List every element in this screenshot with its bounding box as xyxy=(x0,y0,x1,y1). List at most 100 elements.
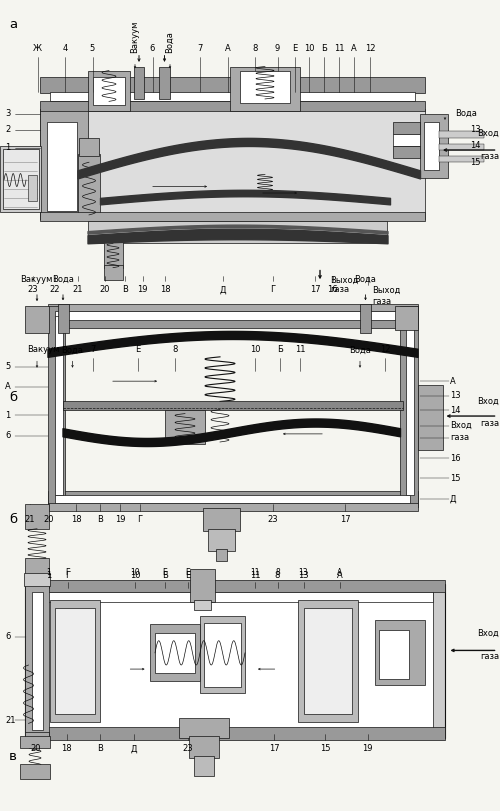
Text: Г: Г xyxy=(65,569,70,577)
Text: Б: Б xyxy=(321,44,327,53)
Text: 8: 8 xyxy=(275,571,280,580)
Text: 16: 16 xyxy=(327,285,338,294)
Text: 7: 7 xyxy=(198,44,202,53)
Bar xyxy=(159,67,170,99)
Text: 13: 13 xyxy=(298,571,309,580)
Text: Вакуум: Вакуум xyxy=(20,275,52,284)
Bar xyxy=(48,491,418,507)
Text: 14: 14 xyxy=(470,141,480,151)
Bar xyxy=(25,732,49,740)
Text: Вода: Вода xyxy=(166,31,174,53)
Bar xyxy=(298,600,358,722)
Bar xyxy=(216,549,227,561)
Bar xyxy=(25,558,49,576)
Text: 11: 11 xyxy=(295,345,305,354)
Text: 17: 17 xyxy=(268,744,280,753)
Bar xyxy=(50,92,415,101)
Text: Вакуум: Вакуум xyxy=(28,345,60,354)
Text: А: А xyxy=(351,44,357,53)
Text: 3: 3 xyxy=(5,109,10,118)
Text: 19: 19 xyxy=(137,285,148,294)
Text: Вода: Вода xyxy=(349,345,371,354)
Text: 10: 10 xyxy=(130,569,140,577)
Text: 19: 19 xyxy=(115,515,125,524)
Text: А: А xyxy=(338,569,342,577)
Text: 23: 23 xyxy=(27,285,38,294)
Bar xyxy=(2,149,38,209)
Bar xyxy=(38,592,432,602)
Bar xyxy=(379,630,409,679)
Bar xyxy=(40,212,425,221)
Text: 20: 20 xyxy=(31,744,41,753)
Bar xyxy=(439,144,484,150)
Bar xyxy=(104,265,122,280)
Text: газа: газа xyxy=(480,152,499,161)
Bar xyxy=(48,503,418,511)
Text: 17: 17 xyxy=(310,285,320,294)
Bar xyxy=(104,242,122,268)
Text: 5: 5 xyxy=(5,362,10,371)
Text: А: А xyxy=(450,376,456,386)
Text: 13: 13 xyxy=(298,569,308,577)
Bar xyxy=(194,756,214,776)
Bar xyxy=(25,584,445,738)
Bar xyxy=(48,306,65,507)
Text: 8: 8 xyxy=(252,44,258,53)
Bar xyxy=(190,569,215,602)
Bar xyxy=(360,304,371,333)
Text: 21: 21 xyxy=(72,285,83,294)
Text: 10: 10 xyxy=(130,571,140,580)
Text: 11: 11 xyxy=(334,44,344,53)
Bar xyxy=(165,410,205,444)
Bar xyxy=(439,131,484,138)
Bar xyxy=(78,138,98,156)
Bar xyxy=(418,385,442,450)
Text: 13: 13 xyxy=(470,125,480,135)
Text: 14: 14 xyxy=(450,406,460,415)
Bar xyxy=(25,306,49,333)
Text: Г: Г xyxy=(138,515,142,524)
Bar xyxy=(62,401,402,410)
Bar xyxy=(24,573,50,586)
Bar xyxy=(240,71,290,103)
Bar xyxy=(150,624,200,681)
Text: Е: Е xyxy=(135,345,140,354)
Text: А: А xyxy=(224,44,230,53)
Bar xyxy=(55,311,410,320)
Text: 6: 6 xyxy=(5,632,10,642)
Text: 1: 1 xyxy=(46,569,52,577)
Text: Д: Д xyxy=(131,744,137,753)
Text: В: В xyxy=(122,285,128,294)
Text: 5: 5 xyxy=(90,44,95,53)
Text: 15: 15 xyxy=(320,744,330,753)
Bar xyxy=(46,122,76,211)
Bar xyxy=(304,608,352,714)
Text: 13: 13 xyxy=(450,391,460,401)
Text: 7: 7 xyxy=(90,345,95,354)
Text: 23: 23 xyxy=(182,744,193,753)
Text: газа: газа xyxy=(480,652,499,661)
Bar xyxy=(392,122,420,134)
Text: 20: 20 xyxy=(44,515,54,524)
Bar xyxy=(392,146,420,158)
Bar xyxy=(55,608,95,714)
Bar xyxy=(420,114,448,178)
Text: 6: 6 xyxy=(5,431,10,440)
Bar xyxy=(40,109,425,219)
Text: Вода: Вода xyxy=(62,345,84,354)
Bar xyxy=(55,316,62,495)
Text: 1: 1 xyxy=(5,143,10,152)
Text: Вход: Вход xyxy=(450,421,472,431)
Text: 17: 17 xyxy=(340,515,350,524)
Bar xyxy=(40,77,425,93)
Text: Г: Г xyxy=(270,285,275,294)
Text: 22: 22 xyxy=(50,285,60,294)
Text: 11: 11 xyxy=(250,569,260,577)
Text: 23: 23 xyxy=(267,515,278,524)
Bar xyxy=(406,316,413,495)
Text: 6: 6 xyxy=(150,44,155,53)
Bar xyxy=(392,134,420,146)
Text: Г: Г xyxy=(65,571,70,580)
Text: Б: Б xyxy=(162,569,168,577)
Text: 10: 10 xyxy=(250,345,260,354)
